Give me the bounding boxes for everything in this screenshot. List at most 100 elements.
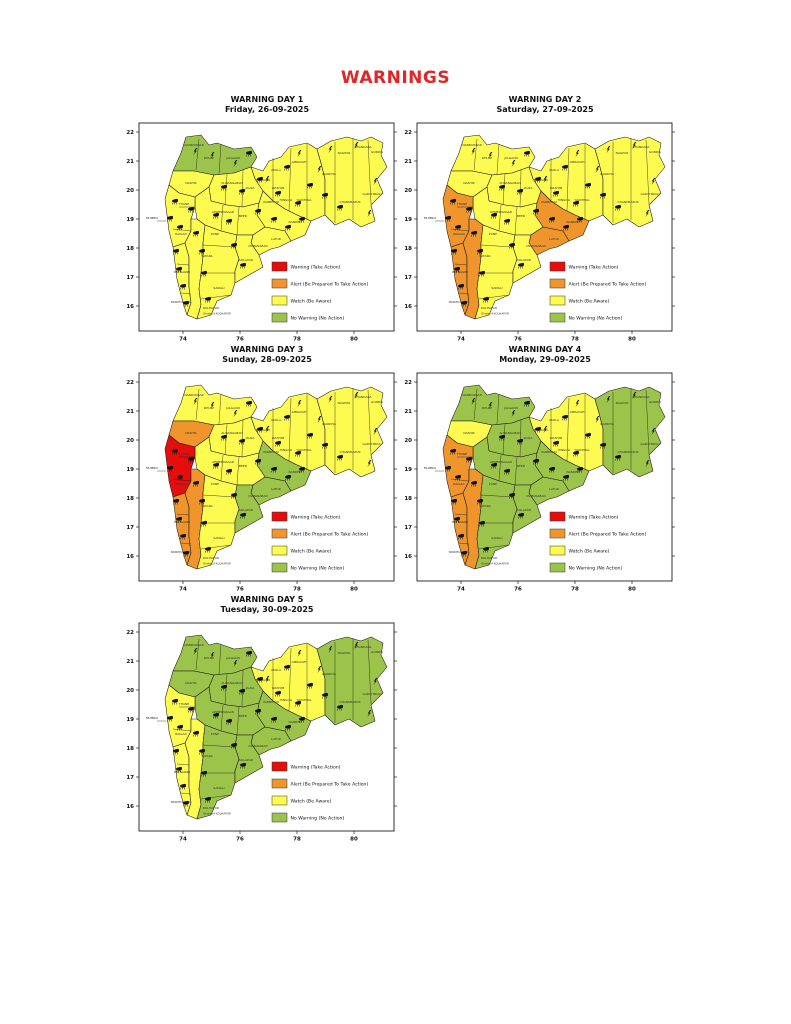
thunderstorm-icon bbox=[246, 150, 252, 157]
legend-item-watch: Watch (Be Aware) bbox=[549, 545, 610, 556]
thunderstorm-icon bbox=[535, 176, 541, 183]
thunderstorm-icon bbox=[188, 456, 194, 463]
thunderstorm-icon bbox=[172, 198, 178, 205]
legend-label: Watch (Be Aware) bbox=[569, 549, 610, 555]
thunderstorm-icon bbox=[445, 215, 451, 222]
thunderstorm-icon bbox=[255, 208, 261, 215]
district-label: RATNAGIRI bbox=[174, 770, 190, 774]
legend-label: Alert (Be Prepared To Take Action) bbox=[291, 532, 369, 538]
district-label: THANE bbox=[178, 702, 189, 706]
lightning-icon bbox=[354, 392, 359, 399]
district-label: GONDIA bbox=[371, 150, 384, 154]
lightning-icon bbox=[328, 396, 333, 403]
district-label: AMRAVATI bbox=[292, 410, 307, 414]
legend-swatch-warning bbox=[549, 261, 566, 272]
x-axis-tick-label: 76 bbox=[514, 337, 522, 343]
lightning-icon bbox=[651, 428, 656, 435]
district-label: GONDIA bbox=[371, 400, 384, 404]
thunderstorm-icon bbox=[483, 296, 489, 303]
district-label: PARBHANI bbox=[541, 450, 556, 454]
thunderstorm-icon bbox=[177, 724, 183, 731]
y-axis-tick-label: 20 bbox=[404, 438, 412, 444]
district-region-solapur bbox=[234, 234, 264, 284]
district-label: NANDURBAR bbox=[184, 143, 203, 147]
thunderstorm-icon bbox=[450, 448, 456, 455]
district-label: GADCHIROLI bbox=[363, 692, 382, 696]
district-label: SOLAPUR bbox=[239, 758, 253, 762]
district-label: BULDANA bbox=[534, 428, 549, 432]
thunderstorm-icon bbox=[180, 533, 186, 540]
thunderstorm-icon bbox=[188, 706, 194, 713]
lightning-icon bbox=[233, 410, 238, 417]
y-axis-tick-label: 16 bbox=[126, 804, 134, 810]
district-label: SINDHUDURG bbox=[449, 550, 470, 554]
thunderstorm-icon bbox=[255, 458, 261, 465]
lightning-icon bbox=[575, 150, 580, 157]
district-label: BEED bbox=[517, 464, 526, 468]
district-label: BEED bbox=[239, 214, 248, 218]
legend-item-alert: Alert (Be Prepared To Take Action) bbox=[549, 528, 646, 539]
thunderstorm-icon bbox=[257, 176, 263, 183]
district-label: WARDHA bbox=[322, 172, 337, 176]
thunderstorm-icon bbox=[271, 716, 277, 723]
thunderstorm-icon bbox=[231, 742, 237, 749]
district-label: PUNE bbox=[211, 732, 219, 736]
thunderstorm-icon bbox=[177, 474, 183, 481]
y-axis-tick-label: 18 bbox=[126, 246, 134, 252]
thunderstorm-icon bbox=[499, 184, 505, 191]
thunderstorm-icon bbox=[285, 224, 291, 231]
x-axis-tick-label: 76 bbox=[236, 587, 244, 593]
thunderstorm-icon bbox=[562, 414, 568, 421]
district-label: SINDHUDURG bbox=[171, 550, 192, 554]
thunderstorm-icon bbox=[461, 300, 467, 307]
y-axis-tick-label: 18 bbox=[126, 746, 134, 752]
lightning-icon bbox=[575, 400, 580, 407]
district-label: AKOLA bbox=[271, 418, 282, 422]
legend-label: No Warning (No Action) bbox=[291, 816, 345, 822]
thunderstorm-icon bbox=[221, 684, 227, 691]
map-annotation: Ghats of KOLHAPUR bbox=[481, 562, 509, 566]
thunderstorm-icon bbox=[479, 520, 485, 527]
lightning-icon bbox=[265, 176, 270, 183]
thunderstorm-icon bbox=[553, 190, 559, 197]
district-label: WASHIM bbox=[272, 436, 285, 440]
district-label: GADCHIROLI bbox=[363, 192, 382, 196]
y-axis-tick-label: 19 bbox=[404, 467, 412, 473]
y-axis-tick-label: 19 bbox=[404, 217, 412, 223]
legend-label: Watch (Be Aware) bbox=[569, 299, 610, 305]
x-axis-tick-label: 80 bbox=[628, 587, 636, 593]
thunderstorm-icon bbox=[239, 438, 245, 445]
thunderstorm-icon bbox=[172, 698, 178, 705]
thunderstorm-icon bbox=[183, 800, 189, 807]
district-label: WASHIM bbox=[272, 186, 285, 190]
district-label: DHULE bbox=[482, 156, 492, 160]
thunderstorm-icon bbox=[455, 224, 461, 231]
thunderstorm-icon bbox=[176, 266, 182, 273]
legend-item-alert: Alert (Be Prepared To Take Action) bbox=[271, 528, 369, 539]
district-label: JALNA bbox=[245, 436, 256, 440]
thunderstorm-icon bbox=[499, 434, 505, 441]
district-label: NASHIK bbox=[463, 181, 475, 185]
map-area-day-4: 22 21 20 19 18 17 16 74 76 78 80 Warning (Take Acti… bbox=[397, 367, 693, 601]
legend-swatch-warning bbox=[271, 761, 288, 772]
lightning-icon bbox=[651, 178, 656, 185]
district-label: GONDIA bbox=[371, 650, 384, 654]
map-area-day-5: 22 21 20 19 18 17 16 74 76 78 80 Warning (Take Acti… bbox=[119, 617, 415, 851]
lightning-icon bbox=[354, 142, 359, 149]
district-label: YAVATMAL bbox=[296, 698, 312, 702]
district-label: AKOLA bbox=[271, 668, 282, 672]
thunderstorm-icon bbox=[307, 682, 313, 689]
thunderstorm-icon bbox=[257, 676, 263, 683]
thunderstorm-icon bbox=[275, 440, 281, 447]
y-axis-tick-label: 18 bbox=[126, 496, 134, 502]
x-axis-tick-label: 76 bbox=[514, 587, 522, 593]
thunderstorm-icon bbox=[337, 704, 343, 711]
district-region-vidarbha-east bbox=[594, 386, 666, 478]
district-label: KOLHAPUR bbox=[481, 556, 497, 560]
legend-swatch-warning bbox=[549, 511, 566, 522]
district-label: SATARA bbox=[479, 254, 491, 258]
district-label: NASHIK bbox=[185, 681, 197, 685]
district-label: GONDIA bbox=[649, 150, 662, 154]
thunderstorm-icon bbox=[183, 300, 189, 307]
district-label: GADCHIROLI bbox=[363, 442, 382, 446]
